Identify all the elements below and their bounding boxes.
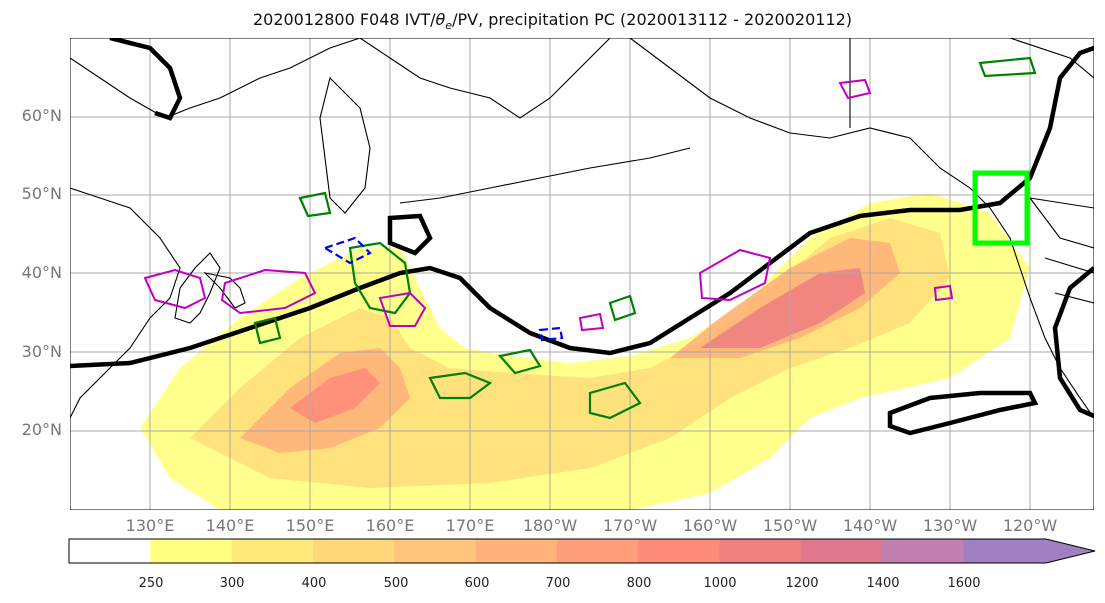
precip-3 [378,291,427,327]
title-main: 2020012800 F048 IVT/ [252,10,436,29]
lon-label-170e: 170°E [445,516,495,535]
cbar-tick-300: 300 [219,576,245,591]
lon-label-180w: 180°W [522,516,578,535]
cbar-tick-1000: 1000 [703,576,737,591]
cbar-tick-250: 250 [138,576,164,591]
pv-6 [253,316,282,345]
lon-label-140w: 140°W [842,516,898,535]
cbar-cell-under [69,539,151,563]
pv-neg-2 [538,326,564,342]
coastlines [70,38,1094,419]
map-title: 2020012800 F048 IVT/θe/PV, precipitation… [0,10,1105,32]
theta-e-right [1052,266,1094,419]
cbar-tick-400: 400 [301,576,327,591]
canada-border [849,38,1094,209]
siberia-coast [359,38,611,119]
lon-label-160e: 160°E [365,516,415,535]
cbar-cell-6 [638,539,720,563]
pv-3 [588,381,642,420]
alaska-coast [629,38,1094,419]
kamchatka [319,76,371,214]
title-rest: /PV, precipitation PC (2020013112 - 2020… [452,10,853,29]
cbar-tick-700: 700 [545,576,571,591]
cbar-tick-500: 500 [383,576,409,591]
precip-4 [698,248,772,302]
cbar-tick-600: 600 [464,576,490,591]
lon-label-140e: 140°E [205,516,255,535]
map-panel [70,38,1094,510]
lon-label-150e: 150°E [285,516,335,535]
pv-4 [497,348,542,375]
cbar-cell-1 [231,539,314,563]
cbar-cell-8 [800,539,883,563]
precip-2 [220,268,317,315]
cbar-cell-0 [150,539,233,563]
graticule [70,38,1094,510]
theta-e-top [109,38,183,121]
pv-contours [253,56,1037,420]
theta-e-ring2 [887,390,1039,436]
lon-label-170w: 170°W [602,516,658,535]
cbar-cell-9 [882,539,964,563]
colorbar-outline [68,538,1096,564]
cbar-tick-800: 800 [626,576,652,591]
lon-label-150w: 150°W [762,516,818,535]
japan-south [203,272,246,309]
pv-neg-1 [322,236,372,265]
precip-5 [838,78,872,100]
colorbar-cells [69,539,1095,563]
precip-6 [578,312,605,332]
pv-2 [428,371,493,400]
lon-label-130e: 130°E [125,516,175,535]
lat-label-40: 40°N [21,263,62,282]
lat-label-30: 30°N [21,342,62,361]
title-theta-sub: e [445,19,453,33]
cbar-cell-2 [312,539,395,563]
theta-e-main [70,45,1094,369]
precip-1 [143,268,207,310]
cbar-tick-1200: 1200 [785,576,819,591]
cbar-cell-10 [963,539,1095,563]
lon-label-120w: 120°W [1002,516,1058,535]
cbar-cell-4 [475,539,558,563]
lat-label-20: 20°N [21,420,62,439]
theta-e-contours [70,38,1094,436]
theta-e-ring1 [387,213,433,256]
lat-label-50: 50°N [21,184,62,203]
us-states [1029,197,1094,304]
title-theta: θ [435,10,446,29]
pv-1 [348,241,412,315]
pv-5 [608,294,637,322]
lon-label-160w: 160°W [682,516,738,535]
ivt-band-800b [700,268,865,348]
cbar-cell-7 [719,539,802,563]
cbar-cell-3 [394,539,476,563]
aleutians [399,147,691,204]
region-box [972,170,1030,246]
lat-label-60: 60°N [21,106,62,125]
pv-negative-contours [322,236,564,342]
pv-8 [978,56,1037,78]
precip-contours [143,78,954,332]
cbar-tick-1600: 1600 [947,576,981,591]
pv-7 [298,191,332,218]
ivt-band-800 [290,368,380,423]
cbar-tick-1400: 1400 [866,576,900,591]
precip-7 [933,284,954,302]
cbar-cell-5 [556,539,639,563]
japan [174,252,221,324]
lon-label-130w: 130°W [922,516,978,535]
asia-coast [70,38,361,419]
colorbar [68,538,1096,564]
